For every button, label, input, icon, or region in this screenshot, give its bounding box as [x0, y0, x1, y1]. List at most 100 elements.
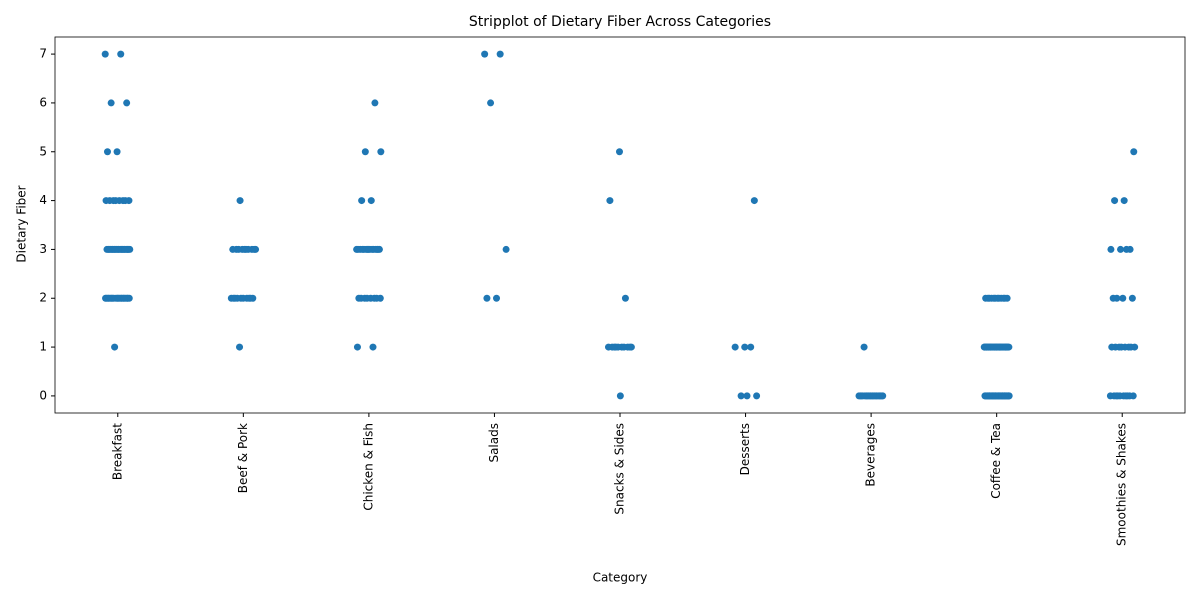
- point: [1106, 392, 1114, 400]
- point: [357, 294, 365, 302]
- point: [869, 392, 877, 400]
- point: [107, 99, 115, 107]
- point: [1111, 197, 1119, 205]
- point: [367, 197, 375, 205]
- point: [1112, 392, 1120, 400]
- point: [363, 294, 371, 302]
- point: [737, 392, 745, 400]
- point: [1117, 245, 1125, 253]
- point: [621, 294, 629, 302]
- point: [481, 50, 489, 58]
- y-tick-label: 0: [39, 388, 47, 402]
- x-tick-label: Coffee & Tea: [989, 423, 1003, 499]
- point: [114, 294, 122, 302]
- point: [102, 197, 110, 205]
- point: [990, 294, 998, 302]
- point: [743, 392, 751, 400]
- point: [863, 392, 871, 400]
- point: [731, 343, 739, 351]
- point: [369, 343, 377, 351]
- point: [605, 343, 613, 351]
- y-tick-label: 4: [39, 193, 47, 207]
- point: [120, 294, 128, 302]
- point: [236, 197, 244, 205]
- point: [235, 245, 243, 253]
- point: [250, 245, 258, 253]
- point: [616, 392, 624, 400]
- point: [239, 294, 247, 302]
- point: [747, 343, 755, 351]
- point: [111, 343, 119, 351]
- x-tick-label: Smoothies & Shakes: [1115, 423, 1129, 546]
- x-tick-label: Snacks & Sides: [613, 423, 627, 515]
- point: [1119, 294, 1127, 302]
- point: [111, 245, 119, 253]
- point: [113, 148, 121, 156]
- point: [101, 50, 109, 58]
- y-tick-label: 7: [39, 47, 47, 61]
- point: [626, 343, 634, 351]
- point: [105, 294, 113, 302]
- point: [123, 99, 131, 107]
- point: [1127, 343, 1135, 351]
- point: [374, 245, 382, 253]
- point: [857, 392, 865, 400]
- point: [112, 197, 120, 205]
- x-tick-label: Beef & Pork: [236, 423, 250, 493]
- point: [620, 343, 628, 351]
- point: [1122, 245, 1130, 253]
- point: [483, 294, 491, 302]
- y-axis-label: Dietary Fiber: [15, 185, 29, 262]
- x-tick-label: Breakfast: [110, 423, 124, 480]
- point: [615, 148, 623, 156]
- point: [879, 392, 887, 400]
- point: [991, 392, 999, 400]
- y-tick-label: 2: [39, 291, 47, 305]
- point: [496, 50, 504, 58]
- x-tick-label: Salads: [487, 423, 501, 463]
- point: [373, 294, 381, 302]
- point: [353, 343, 361, 351]
- point: [753, 392, 761, 400]
- point: [1001, 392, 1009, 400]
- point: [236, 343, 244, 351]
- point: [364, 245, 372, 253]
- point: [359, 245, 367, 253]
- point: [487, 99, 495, 107]
- point: [105, 245, 113, 253]
- point: [353, 245, 361, 253]
- point: [999, 294, 1007, 302]
- point: [1122, 392, 1130, 400]
- x-tick-label: Chicken & Fish: [361, 423, 375, 511]
- point: [358, 197, 366, 205]
- point: [241, 245, 249, 253]
- point: [741, 343, 749, 351]
- y-tick-label: 6: [39, 95, 47, 109]
- x-axis-label: Category: [593, 571, 648, 585]
- point: [985, 392, 993, 400]
- chart-title: Stripplot of Dietary Fiber Across Catego…: [469, 14, 771, 30]
- x-tick-label: Desserts: [738, 423, 752, 475]
- point: [1128, 294, 1136, 302]
- point: [983, 343, 991, 351]
- point: [377, 148, 385, 156]
- point: [1109, 294, 1117, 302]
- point: [1130, 148, 1138, 156]
- x-tick-label: Beverages: [864, 423, 878, 487]
- point: [860, 343, 868, 351]
- point: [1108, 343, 1116, 351]
- point: [984, 294, 992, 302]
- point: [610, 343, 618, 351]
- point: [229, 245, 237, 253]
- point: [371, 99, 379, 107]
- point: [245, 294, 253, 302]
- point: [502, 245, 510, 253]
- point: [750, 197, 758, 205]
- point: [121, 197, 129, 205]
- point: [606, 197, 614, 205]
- point: [121, 245, 129, 253]
- plot-frame: [54, 36, 1186, 414]
- y-tick-label: 5: [39, 144, 47, 158]
- point: [493, 294, 501, 302]
